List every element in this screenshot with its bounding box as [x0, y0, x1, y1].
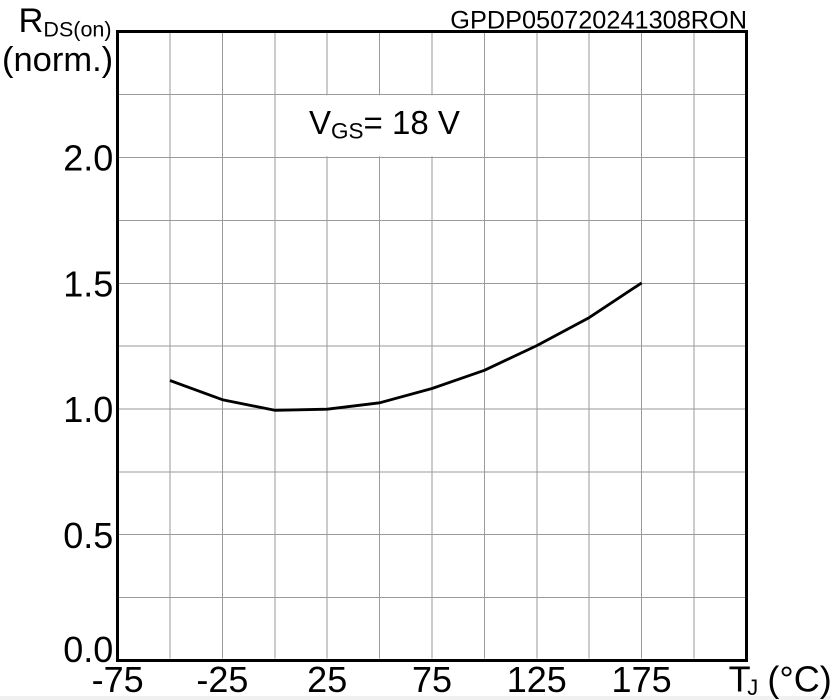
svg-text:1.0: 1.0 [63, 389, 113, 430]
svg-text:1.5: 1.5 [63, 263, 113, 304]
svg-text:-75: -75 [92, 659, 144, 700]
svg-text:75: 75 [412, 659, 452, 700]
svg-text:(°C): (°C) [767, 659, 831, 700]
svg-text:125: 125 [507, 659, 567, 700]
svg-text:25: 25 [307, 659, 347, 700]
svg-text:T: T [729, 659, 751, 700]
svg-text:0.5: 0.5 [63, 515, 113, 556]
svg-text:J: J [747, 675, 758, 700]
svg-text:0.0: 0.0 [63, 629, 113, 670]
svg-text:(norm.): (norm.) [2, 41, 113, 79]
svg-text:2.0: 2.0 [63, 138, 113, 179]
svg-text:GPDP050720241308RON: GPDP050720241308RON [450, 7, 747, 35]
svg-text:175: 175 [612, 659, 672, 700]
svg-text:-25: -25 [196, 659, 248, 700]
